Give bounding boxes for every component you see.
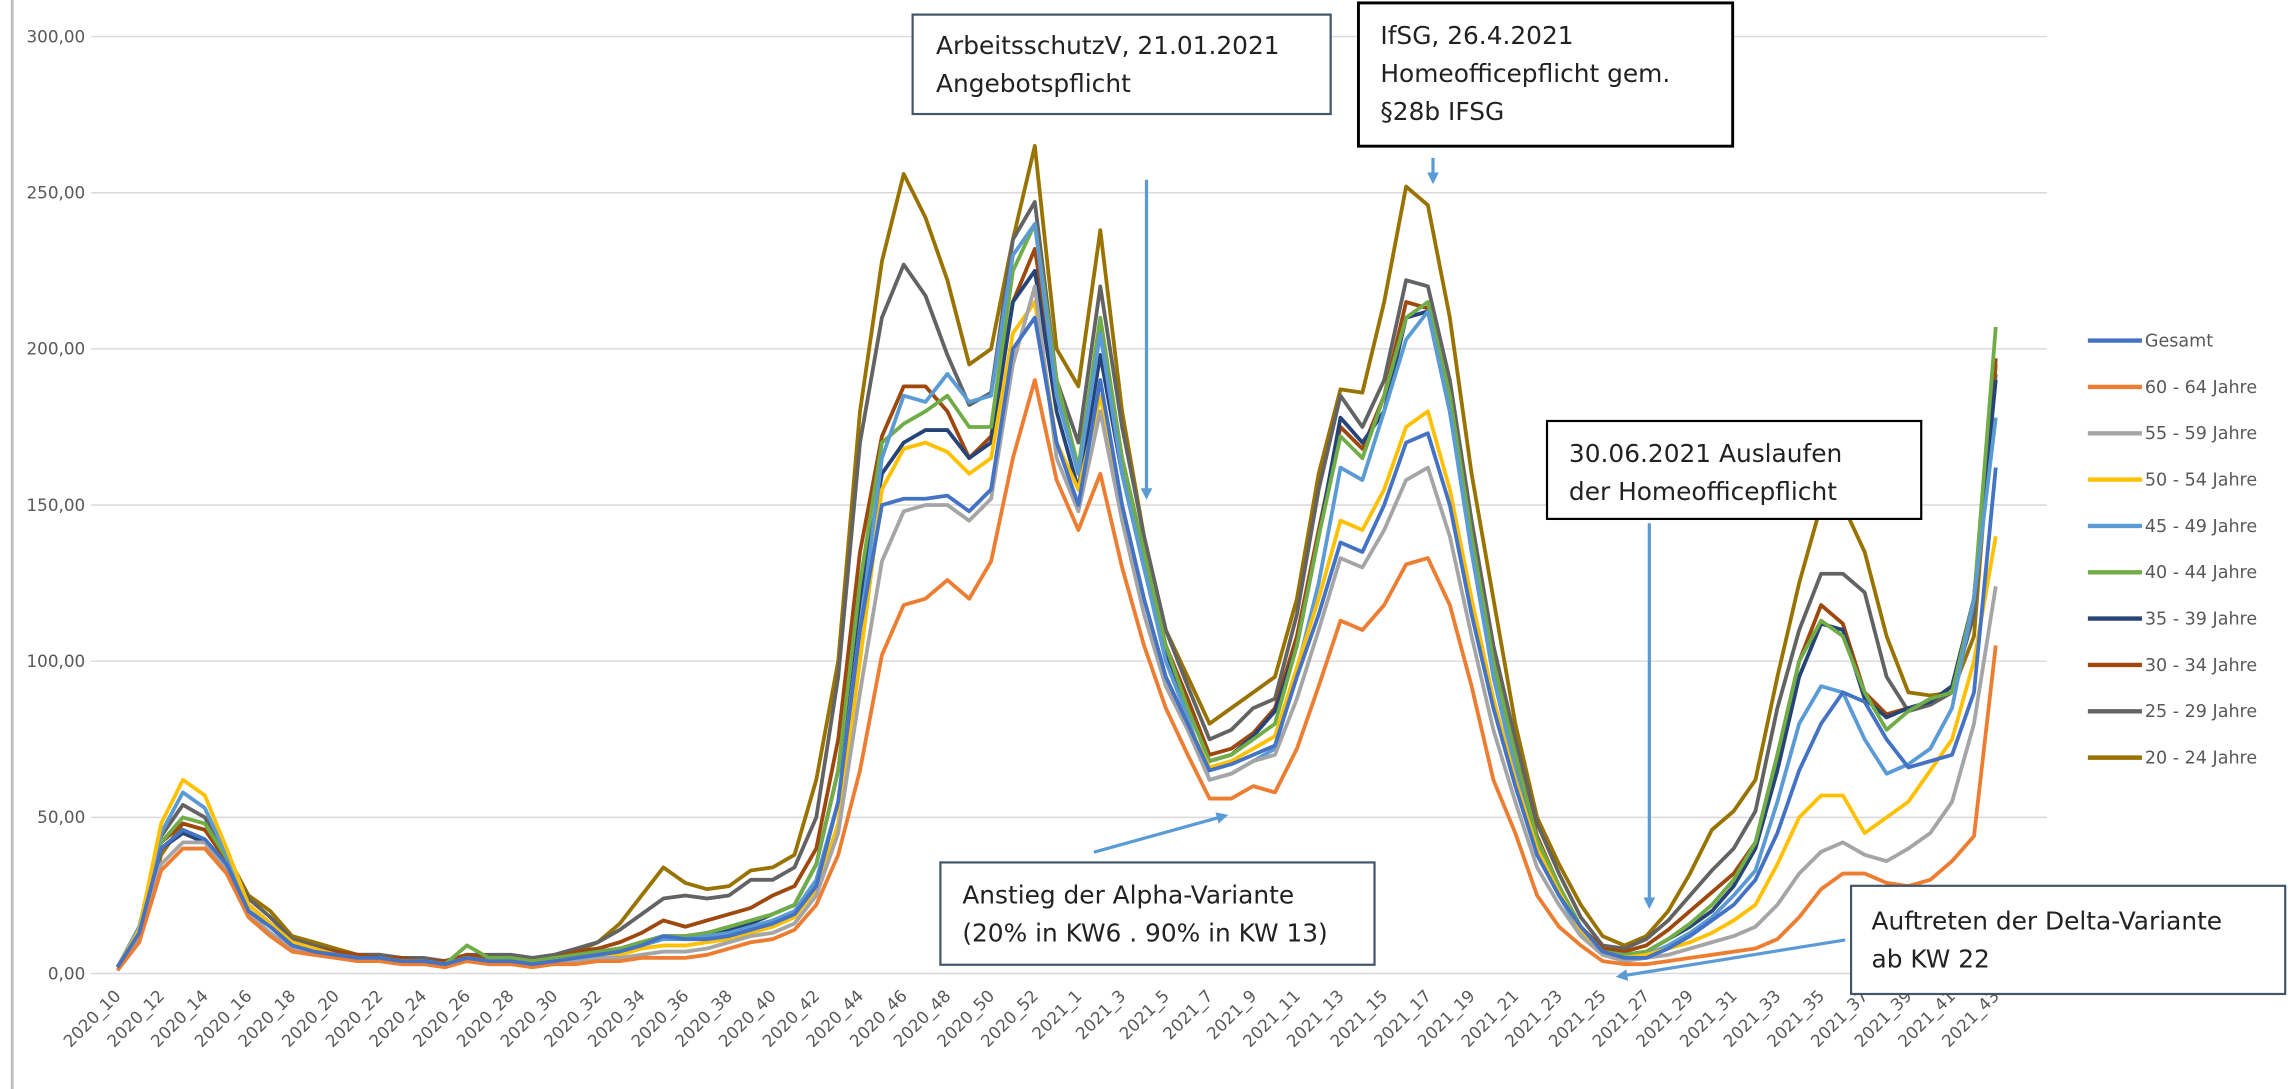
plot-lines <box>115 143 1998 972</box>
series-line <box>115 378 1998 972</box>
annotation-text: ab KW 22 <box>1872 945 1990 974</box>
y-tick-label: 50,00 <box>37 807 85 827</box>
annotation-text: Angebotspflicht <box>936 69 1131 98</box>
legend-label: 50 - 54 Jahre <box>2145 470 2257 490</box>
series-line <box>115 315 1998 969</box>
annotation-text: Anstieg der Alpha-Variante <box>962 880 1294 909</box>
annotation-text: §28b IFSG <box>1380 97 1504 126</box>
annotation-box <box>939 861 1376 966</box>
y-tick-label: 150,00 <box>26 495 85 515</box>
annotation-text: IfSG, 26.4.2021 <box>1380 21 1573 50</box>
annotation-text: 30.06.2021 Auslaufen <box>1569 439 1842 468</box>
legend-label: 35 - 39 Jahre <box>2145 609 2257 629</box>
annotations: ArbeitsschutzV, 21.01.2021 Angebotspflich… <box>911 1 2287 996</box>
annotation-box <box>1849 884 2287 996</box>
legend-label: 60 - 64 Jahre <box>2145 378 2257 398</box>
annotation-arrow <box>1093 812 1229 854</box>
annotation-box <box>911 13 1332 116</box>
annotation-text: der Homeofficepflicht <box>1569 477 1837 506</box>
legend-label: 20 - 24 Jahre <box>2145 748 2257 768</box>
legend-label: Gesamt <box>2145 331 2213 351</box>
legend-label: 45 - 49 Jahre <box>2145 517 2257 537</box>
y-tick-label: 200,00 <box>26 339 85 359</box>
annotation-text: Homeofficepflicht gem. <box>1380 59 1670 88</box>
legend-label: 40 - 44 Jahre <box>2145 563 2257 583</box>
annotation-text: Auftreten der Delta-Variante <box>1872 907 2223 936</box>
annotation-box <box>1545 419 1923 521</box>
y-tick-label: 100,00 <box>26 651 85 671</box>
y-tick-label: 0,00 <box>48 963 85 983</box>
annotation-arrow <box>1615 938 1846 981</box>
y-tick-label: 250,00 <box>26 183 85 203</box>
y-tick-label: 300,00 <box>26 26 85 46</box>
legend-label: 55 - 59 Jahre <box>2145 424 2257 444</box>
legend-label: 30 - 34 Jahre <box>2145 656 2257 676</box>
annotation-box <box>1356 1 1735 148</box>
legend-label: 25 - 29 Jahre <box>2145 702 2257 722</box>
annotation-text: ArbeitsschutzV, 21.01.2021 <box>936 31 1280 60</box>
legend: Gesamt 60 - 64 Jahre 55 - 59 Jahre 50 - 54 … <box>2087 331 2257 768</box>
annotation-text: (20% in KW6 . 90% in KW 13) <box>962 918 1327 947</box>
